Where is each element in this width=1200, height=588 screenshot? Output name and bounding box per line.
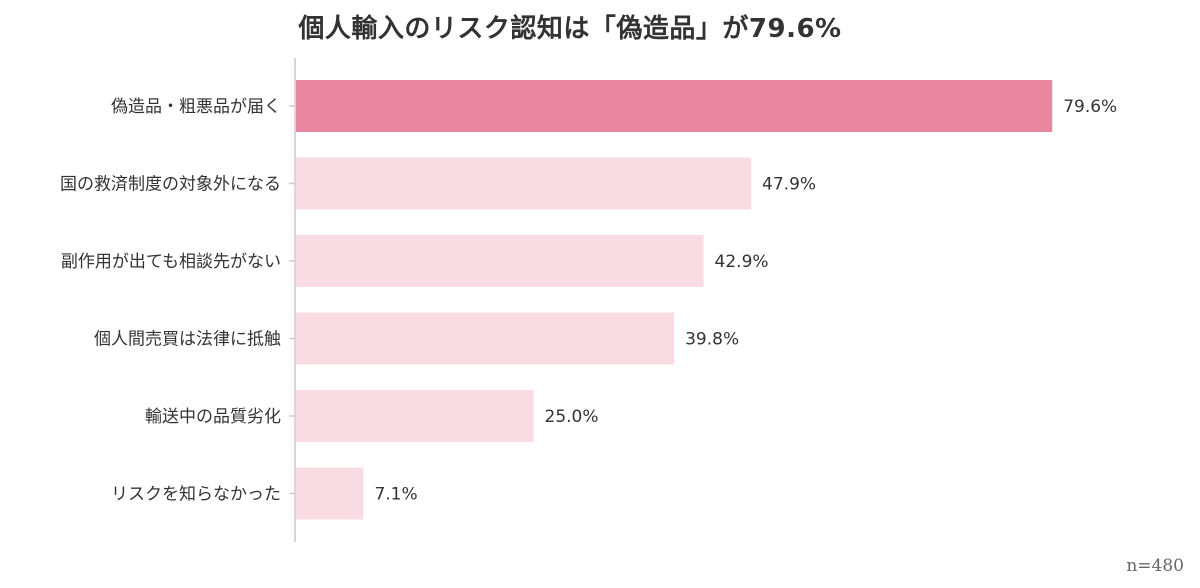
category-label-3: 副作用が出ても相談先がない	[61, 252, 281, 272]
category-label-4: 個人間売買は法律に抵触	[94, 330, 281, 350]
bar-4	[296, 312, 675, 365]
value-label-3: 42.9%	[715, 252, 769, 272]
bar-3	[296, 235, 704, 287]
value-label-2: 47.9%	[762, 175, 816, 195]
bar-1	[296, 80, 1053, 132]
value-label-5: 25.0%	[545, 407, 599, 427]
value-label-4: 39.8%	[685, 330, 739, 350]
bar-5	[296, 390, 534, 442]
value-label-6: 7.1%	[374, 485, 417, 505]
category-label-5: 輸送中の品質劣化	[145, 407, 281, 427]
sample-size-note: n=480	[1126, 556, 1184, 576]
chart-title: 個人輸入のリスク認知は「偽造品」が79.6%	[298, 14, 842, 44]
value-label-1: 79.6%	[1063, 97, 1117, 117]
bar-2	[296, 157, 752, 210]
bar-6	[296, 467, 364, 520]
category-label-6: リスクを知らなかった	[111, 485, 281, 505]
category-label-1: 偽造品・粗悪品が届く	[111, 97, 281, 117]
category-label-2: 国の救済制度の対象外になる	[60, 175, 281, 195]
